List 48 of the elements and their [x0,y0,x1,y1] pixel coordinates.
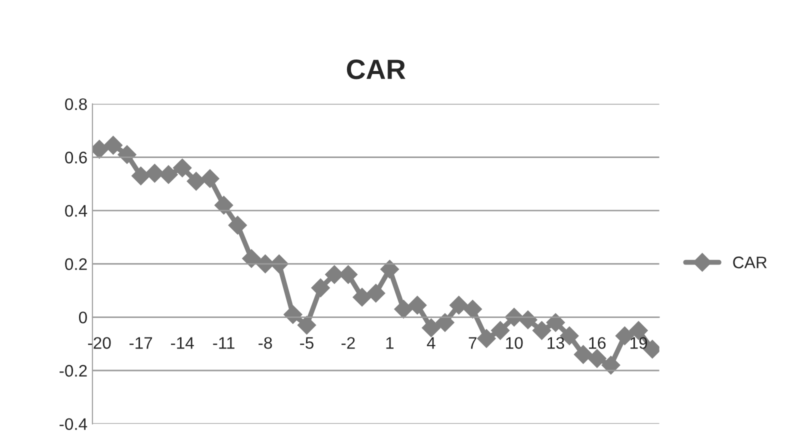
x-tick-label: -14 [171,337,194,349]
y-tick-label: 0.2 [65,258,87,270]
point [436,313,454,332]
x-tick-label: -2 [342,337,355,349]
point [159,165,178,184]
x-tick-label: -17 [130,337,152,349]
point [104,136,123,155]
x-tick-label: -8 [258,337,272,349]
point [118,145,136,164]
x-tick-label: 4 [426,337,436,349]
point [214,196,234,215]
point [394,300,413,319]
point [422,318,441,338]
point [131,166,150,186]
point [145,164,164,183]
point [408,296,427,315]
point [172,158,192,178]
point [588,349,606,368]
point [200,169,220,188]
point [228,216,247,235]
point [477,329,496,348]
point [311,278,330,298]
point [352,288,372,307]
y-tick-label: 0.6 [65,152,87,164]
x-tick-label: -5 [300,337,314,349]
point [366,284,386,303]
x-tick-label: -11 [213,337,234,349]
point [380,260,400,279]
point [449,296,468,315]
x-tick-label: 10 [506,337,523,349]
point [546,313,565,332]
x-tick-label: 16 [589,337,606,349]
point [297,316,316,335]
x-tick-label: 1 [386,337,394,349]
x-tick-label: 13 [548,337,564,349]
point [602,356,620,375]
x-tick-label: -20 [88,337,111,349]
point [463,300,482,319]
legend-label: CAR [733,256,767,268]
y-tick-label: -0.2 [60,364,87,377]
y-tick-label: 0.4 [65,204,88,217]
y-tick-label: 0.8 [65,98,87,110]
chart-title: CAR [346,60,406,80]
point [242,249,261,268]
point [186,172,206,191]
x-tick-label: 7 [468,337,476,349]
y-tick-label: -0.4 [60,418,88,430]
y-tick-label: 0 [78,312,87,324]
